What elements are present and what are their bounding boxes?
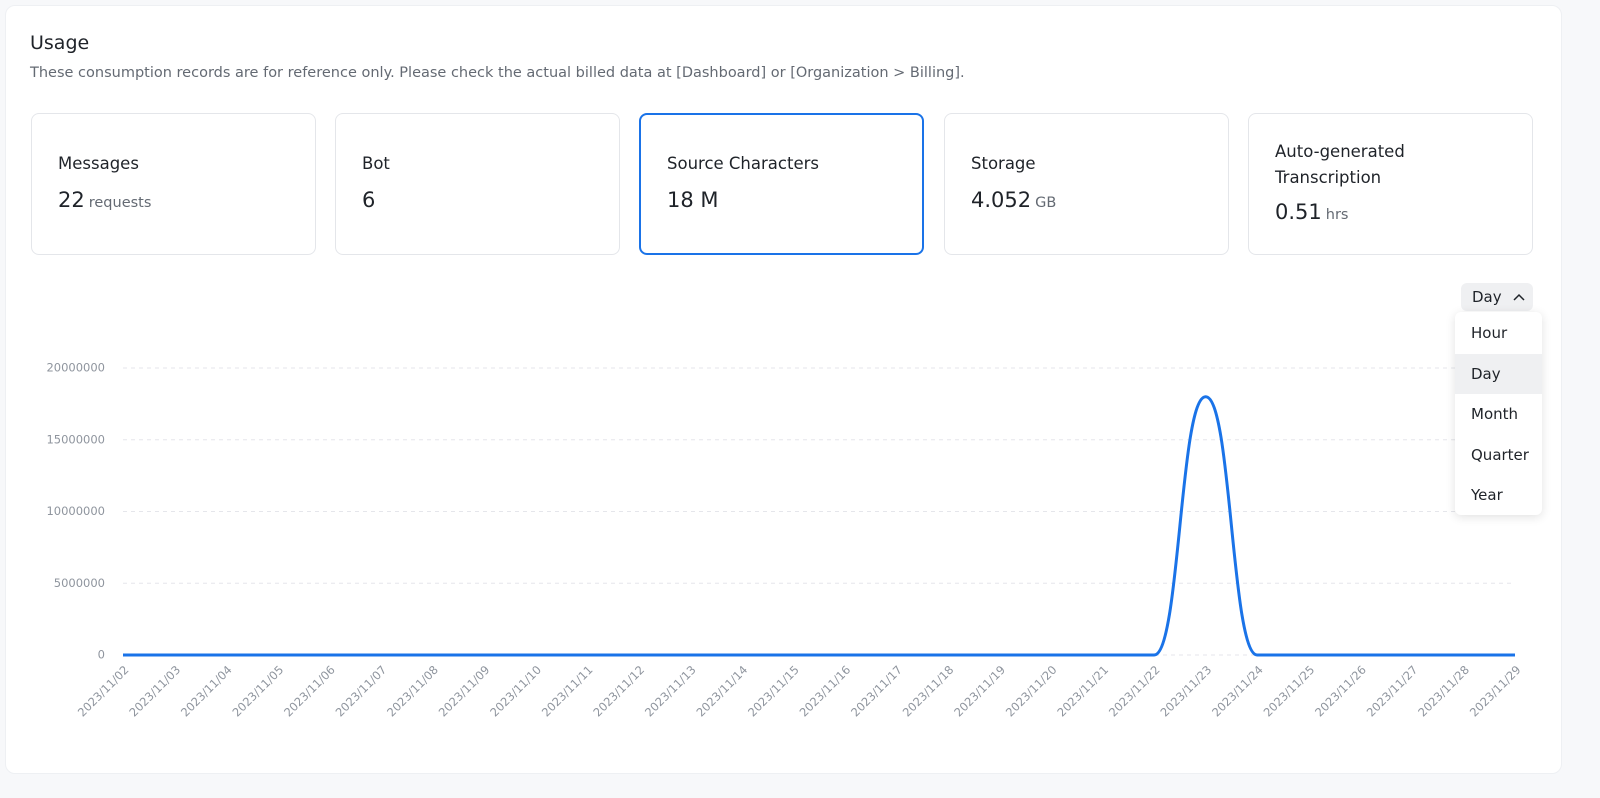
- y-tick-label: 5000000: [54, 576, 105, 590]
- chevron: [1513, 293, 1525, 301]
- card-value: 18 M: [667, 188, 719, 212]
- card-value: 6: [362, 188, 375, 212]
- menu-option[interactable]: Year: [1471, 486, 1503, 504]
- x-tick-label: 2023/11/03: [126, 663, 183, 720]
- x-tick-label: 2023/11/02: [75, 663, 132, 720]
- x-tick-label: 2023/11/12: [590, 663, 647, 720]
- x-tick-label: 2023/11/17: [848, 663, 905, 720]
- x-tick-label: 2023/11/15: [745, 663, 802, 720]
- card-value: 4.052 GB: [971, 188, 1056, 212]
- card-number: 0.51: [1275, 200, 1322, 224]
- menu-option[interactable]: Day: [1455, 353, 1542, 394]
- x-tick-label: 2023/11/05: [229, 663, 286, 720]
- card-unit: hrs: [1325, 207, 1349, 223]
- subtitle: These consumption records are for refere…: [30, 65, 965, 81]
- card-label: Messages: [58, 154, 139, 173]
- usage-card[interactable]: Bot 6: [335, 113, 620, 255]
- x-tick-label: 2023/11/11: [539, 663, 596, 720]
- data-line: [123, 395, 1515, 657]
- y-tick-label: 15000000: [46, 432, 105, 446]
- card-unit: requests: [88, 195, 152, 211]
- card-number: 18 M: [667, 188, 719, 212]
- y-tick-label: 10000000: [46, 504, 105, 518]
- granularity-menu: Hour Day Month Quarter Year: [1455, 312, 1542, 515]
- x-tick-label: 2023/11/14: [693, 663, 750, 720]
- x-tick-label: 2023/11/08: [384, 663, 441, 720]
- granularity-dropdown[interactable]: Day: [1461, 283, 1533, 311]
- x-tick-label: 2023/11/09: [436, 663, 493, 720]
- x-tick-label: 2023/11/21: [1054, 663, 1111, 720]
- card-label: Source Characters: [667, 154, 819, 173]
- x-tick-label: 2023/11/25: [1261, 663, 1318, 720]
- y-tick-label: 20000000: [46, 361, 105, 375]
- x-tick-label: 2023/11/07: [333, 663, 390, 720]
- y-tick-label: 0: [98, 648, 105, 662]
- x-tick-label: 2023/11/18: [900, 663, 957, 720]
- card-number: 22: [58, 188, 85, 212]
- menu-option[interactable]: Hour: [1471, 324, 1508, 342]
- x-tick-label: 2023/11/24: [1209, 663, 1266, 720]
- x-tick-label: 2023/11/29: [1467, 663, 1524, 720]
- x-tick-label: 2023/11/10: [487, 663, 544, 720]
- x-tick-label: 2023/11/13: [642, 663, 699, 720]
- x-tick-label: 2023/11/20: [1003, 663, 1060, 720]
- title: Usage: [30, 32, 90, 54]
- x-tick-label: 2023/11/23: [1157, 663, 1214, 720]
- card-number: 4.052: [971, 188, 1032, 212]
- x-tick-label: 2023/11/16: [797, 663, 854, 720]
- card-number: 6: [362, 188, 376, 212]
- x-tick-label: 2023/11/26: [1312, 663, 1369, 720]
- card-unit: GB: [1035, 195, 1057, 211]
- usage-card[interactable]: Storage 4.052 GB: [944, 113, 1229, 255]
- x-tick-label: 2023/11/22: [1106, 663, 1163, 720]
- card-label: Auto-generated Transcription: [1275, 142, 1405, 187]
- menu-option[interactable]: Month: [1471, 405, 1519, 423]
- x-tick-label: 2023/11/06: [281, 663, 338, 720]
- card-value: 0.51 hrs: [1275, 200, 1348, 224]
- menu-option[interactable]: Quarter: [1471, 445, 1529, 464]
- x-tick-label: 2023/11/28: [1415, 663, 1472, 720]
- card-label: Storage: [971, 154, 1036, 173]
- dropdown-value: Day: [1472, 288, 1502, 306]
- usage-card[interactable]: Messages 22 requests: [31, 113, 316, 255]
- usage-card[interactable]: Auto-generated Transcription 0.51 hrs: [1248, 113, 1533, 255]
- card-value: 22 requests: [58, 188, 151, 212]
- x-tick-label: 2023/11/04: [178, 663, 235, 720]
- x-tick-label: 2023/11/27: [1364, 663, 1421, 720]
- x-tick-label: 2023/11/19: [951, 663, 1008, 720]
- usage-card[interactable]: Source Characters 18 M: [639, 113, 924, 255]
- card-label: Bot: [362, 154, 390, 173]
